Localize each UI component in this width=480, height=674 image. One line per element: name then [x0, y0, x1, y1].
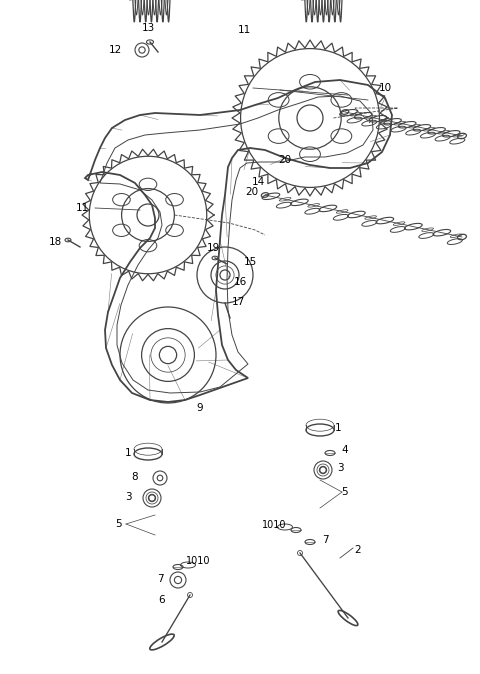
Text: 18: 18 — [48, 237, 61, 247]
Text: 7: 7 — [156, 574, 163, 584]
Text: 12: 12 — [108, 45, 121, 55]
Text: 1: 1 — [125, 448, 132, 458]
Text: 15: 15 — [243, 257, 257, 267]
Text: 20: 20 — [278, 155, 291, 165]
Text: 10: 10 — [378, 83, 392, 93]
Text: 14: 14 — [252, 177, 264, 187]
Text: 6: 6 — [159, 595, 165, 605]
Text: 16: 16 — [233, 277, 247, 287]
Text: 4: 4 — [342, 445, 348, 455]
Text: 17: 17 — [231, 297, 245, 307]
Text: 3: 3 — [125, 492, 132, 502]
Text: 11: 11 — [238, 25, 251, 35]
Text: 3: 3 — [336, 463, 343, 473]
Text: 1010: 1010 — [262, 520, 286, 530]
Text: 13: 13 — [142, 23, 155, 33]
Text: 1: 1 — [335, 423, 341, 433]
Text: 9: 9 — [197, 403, 204, 413]
Text: 19: 19 — [206, 243, 220, 253]
Text: 7: 7 — [322, 535, 328, 545]
Text: 1010: 1010 — [186, 556, 210, 566]
Text: 5: 5 — [342, 487, 348, 497]
Text: 8: 8 — [132, 472, 138, 482]
Text: 20: 20 — [245, 187, 259, 197]
Text: 11: 11 — [75, 203, 89, 213]
Text: 2: 2 — [355, 545, 361, 555]
Text: 5: 5 — [115, 519, 121, 529]
